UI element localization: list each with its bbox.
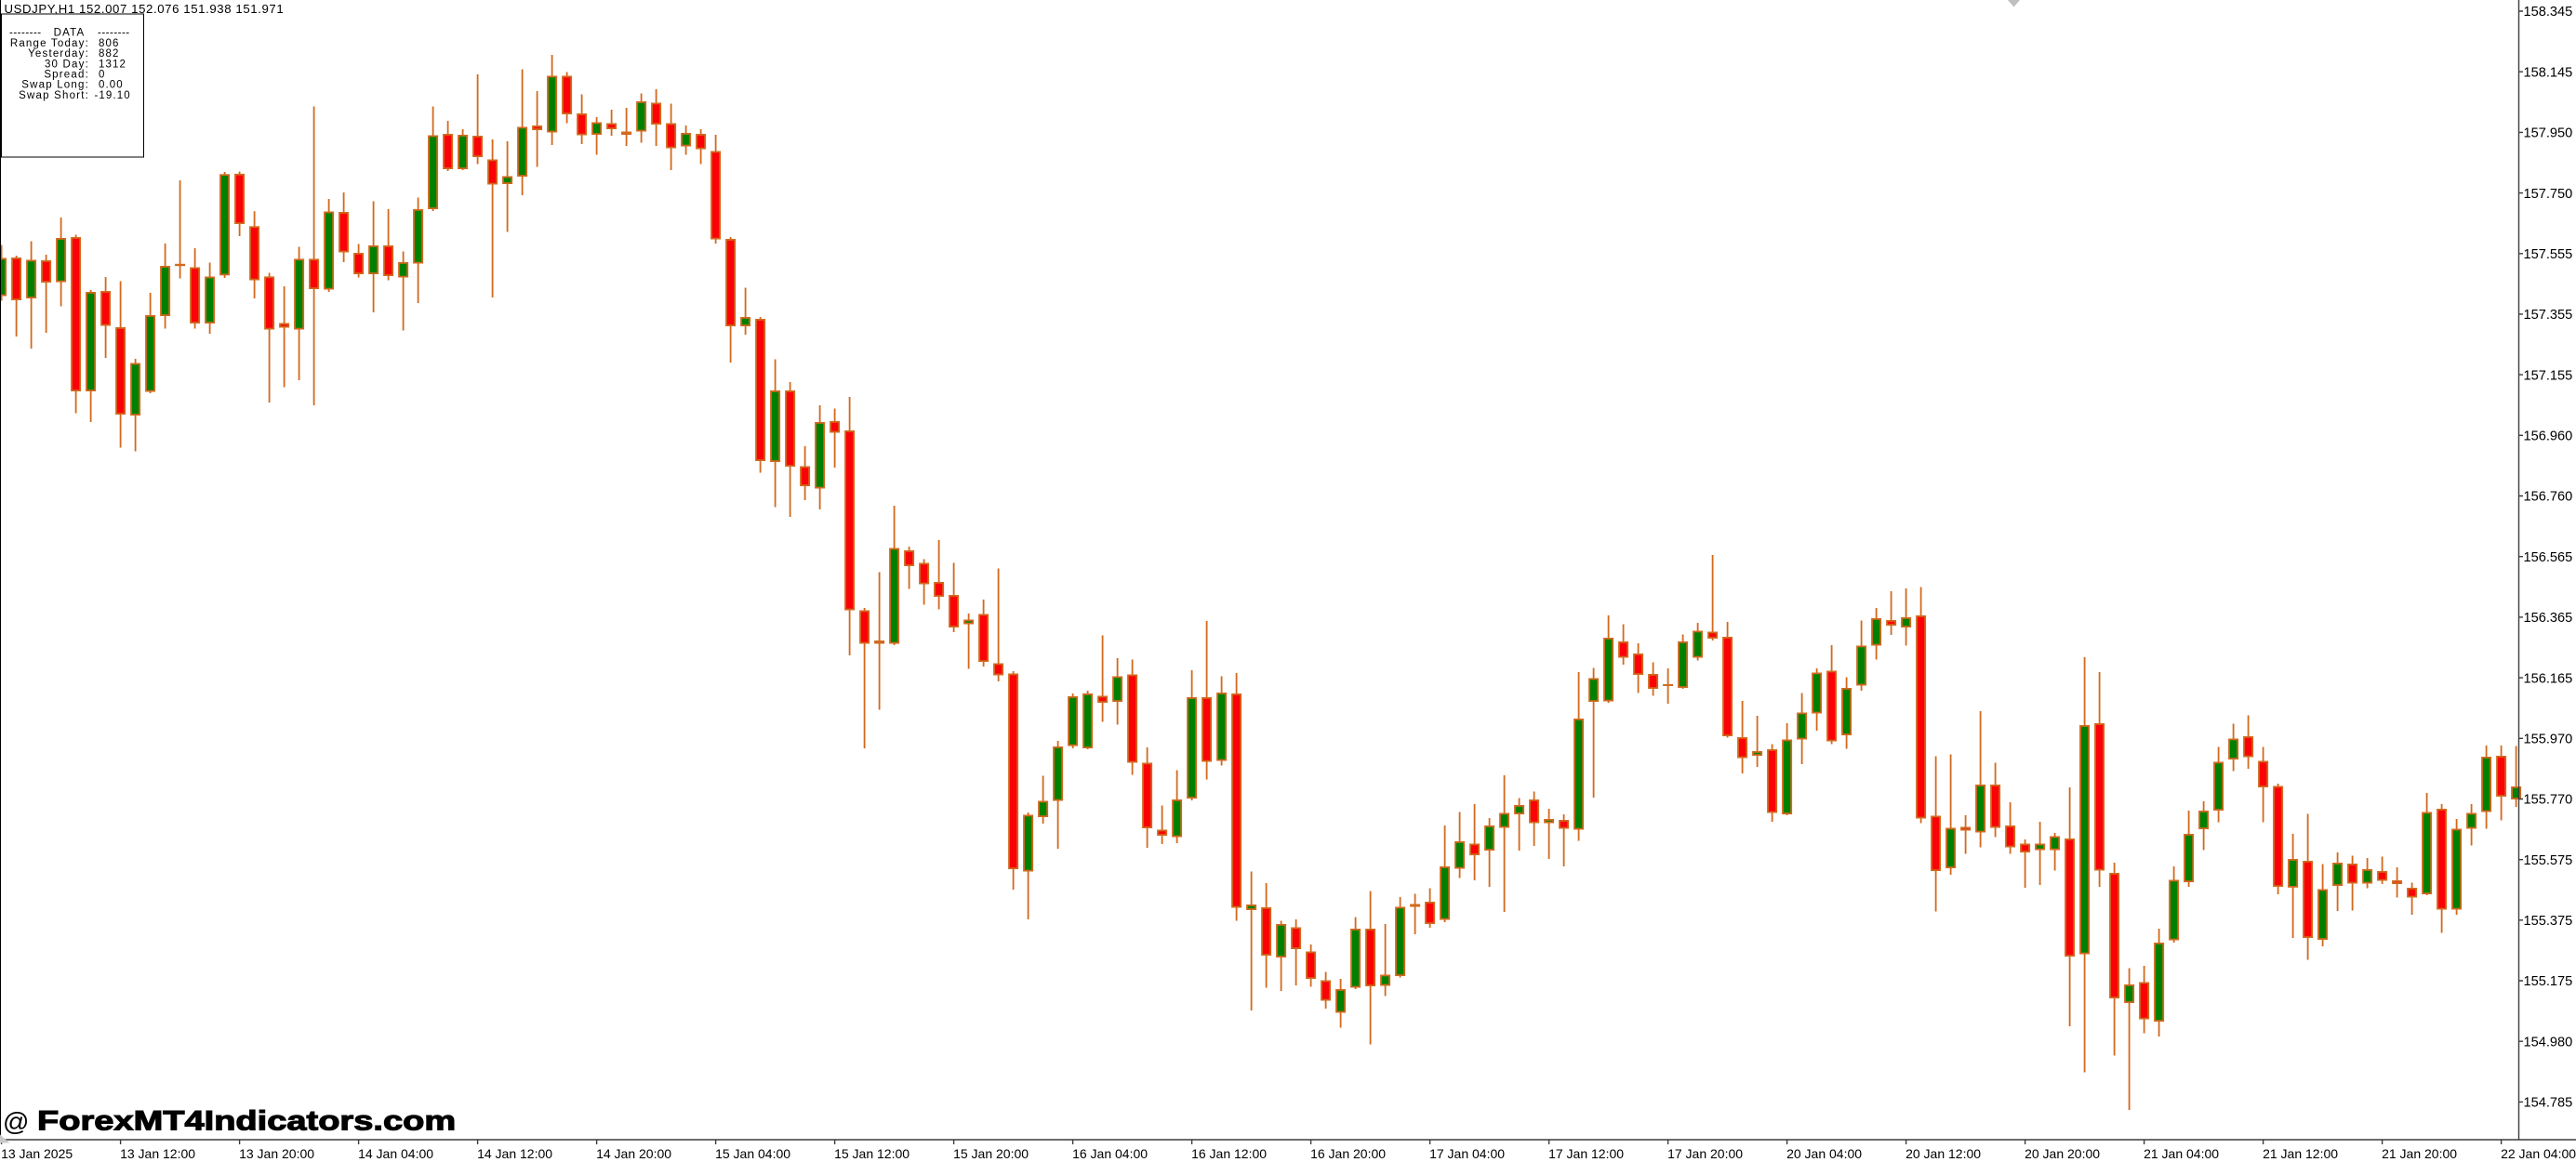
svg-text:154.980: 154.980 xyxy=(2524,1035,2573,1050)
svg-text:--------: -------- xyxy=(9,28,42,39)
svg-text:Range Today:: Range Today: xyxy=(10,38,89,49)
svg-text:15 Jan 04:00: 15 Jan 04:00 xyxy=(715,1146,790,1161)
svg-text:20 Jan 04:00: 20 Jan 04:00 xyxy=(1786,1146,1862,1161)
svg-text:USDJPY,H1 152.007 152.076 151.: USDJPY,H1 152.007 152.076 151.938 151.97… xyxy=(5,2,285,16)
svg-text:15 Jan 12:00: 15 Jan 12:00 xyxy=(834,1146,910,1161)
svg-text:157.155: 157.155 xyxy=(2524,368,2573,383)
svg-text:Swap Long:: Swap Long: xyxy=(21,80,89,91)
svg-text:16 Jan 12:00: 16 Jan 12:00 xyxy=(1191,1146,1267,1161)
svg-text:156.960: 156.960 xyxy=(2524,429,2573,444)
svg-text:ForexMT4Indicators.com: ForexMT4Indicators.com xyxy=(37,1105,456,1136)
svg-text:17 Jan 12:00: 17 Jan 12:00 xyxy=(1548,1146,1624,1161)
svg-text:-19.10: -19.10 xyxy=(95,90,131,101)
svg-text:20 Jan 12:00: 20 Jan 12:00 xyxy=(1905,1146,1981,1161)
svg-text:22 Jan 04:00: 22 Jan 04:00 xyxy=(2501,1146,2576,1161)
svg-text:155.970: 155.970 xyxy=(2524,733,2573,747)
svg-text:806: 806 xyxy=(99,38,120,49)
svg-text:156.165: 156.165 xyxy=(2524,671,2573,686)
svg-text:157.950: 157.950 xyxy=(2524,126,2573,141)
svg-text:16 Jan 20:00: 16 Jan 20:00 xyxy=(1310,1146,1386,1161)
svg-text:14 Jan 04:00: 14 Jan 04:00 xyxy=(358,1146,433,1161)
svg-text:13 Jan 12:00: 13 Jan 12:00 xyxy=(120,1146,195,1161)
svg-text:21 Jan 12:00: 21 Jan 12:00 xyxy=(2263,1146,2338,1161)
svg-text:@: @ xyxy=(3,1107,29,1136)
svg-text:155.770: 155.770 xyxy=(2524,793,2573,808)
svg-text:16 Jan 04:00: 16 Jan 04:00 xyxy=(1072,1146,1148,1161)
svg-text:0: 0 xyxy=(99,70,106,81)
svg-text:155.575: 155.575 xyxy=(2524,853,2573,868)
svg-text:13 Jan 2025: 13 Jan 2025 xyxy=(1,1146,73,1161)
svg-text:Spread:: Spread: xyxy=(44,70,89,81)
svg-text:156.760: 156.760 xyxy=(2524,490,2573,505)
svg-text:155.175: 155.175 xyxy=(2524,974,2573,989)
svg-text:156.565: 156.565 xyxy=(2524,550,2573,565)
svg-text:Yesterday:: Yesterday: xyxy=(28,48,89,59)
svg-text:0.00: 0.00 xyxy=(99,80,124,91)
svg-text:157.555: 157.555 xyxy=(2524,247,2573,262)
svg-text:DATA: DATA xyxy=(54,28,86,39)
svg-text:156.365: 156.365 xyxy=(2524,611,2573,626)
svg-text:20 Jan 20:00: 20 Jan 20:00 xyxy=(2025,1146,2100,1161)
svg-text:17 Jan 20:00: 17 Jan 20:00 xyxy=(1667,1146,1743,1161)
svg-text:154.785: 154.785 xyxy=(2524,1096,2573,1111)
svg-text:13 Jan 20:00: 13 Jan 20:00 xyxy=(239,1146,314,1161)
svg-text:15 Jan 20:00: 15 Jan 20:00 xyxy=(953,1146,1029,1161)
svg-text:14 Jan 12:00: 14 Jan 12:00 xyxy=(477,1146,552,1161)
svg-text:158.145: 158.145 xyxy=(2524,65,2573,80)
svg-text:1312: 1312 xyxy=(99,59,126,70)
svg-text:30 Day:: 30 Day: xyxy=(45,59,89,70)
svg-text:158.345: 158.345 xyxy=(2524,5,2573,20)
svg-text:--------: -------- xyxy=(98,28,130,39)
svg-text:155.375: 155.375 xyxy=(2524,914,2573,929)
svg-text:17 Jan 04:00: 17 Jan 04:00 xyxy=(1429,1146,1505,1161)
svg-text:21 Jan 20:00: 21 Jan 20:00 xyxy=(2382,1146,2457,1161)
svg-text:21 Jan 04:00: 21 Jan 04:00 xyxy=(2144,1146,2219,1161)
svg-text:14 Jan 20:00: 14 Jan 20:00 xyxy=(596,1146,671,1161)
svg-text:157.355: 157.355 xyxy=(2524,308,2573,323)
svg-text:157.750: 157.750 xyxy=(2524,187,2573,202)
svg-text:Swap Short:: Swap Short: xyxy=(19,90,89,101)
svg-text:882: 882 xyxy=(99,48,120,59)
